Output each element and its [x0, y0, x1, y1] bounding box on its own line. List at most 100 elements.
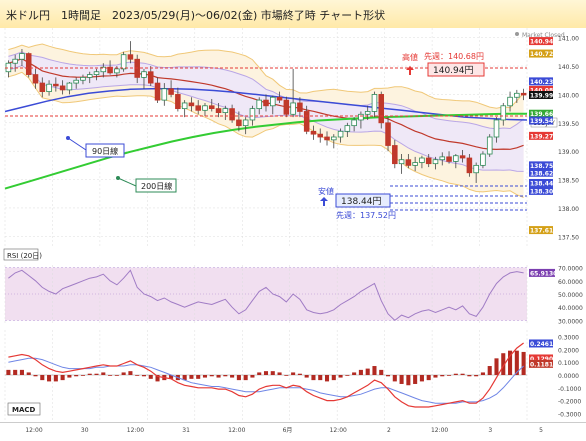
macd-histogram-bar: [236, 375, 241, 381]
macd-histogram-bar: [413, 375, 418, 384]
candle: [175, 94, 181, 110]
macd-tick: -0.3000: [558, 411, 581, 418]
candle: [412, 162, 418, 166]
macd-histogram-bar: [379, 369, 384, 375]
macd-histogram-bar: [40, 375, 45, 381]
candle: [215, 108, 222, 113]
x-axis-label: 12:00: [431, 427, 448, 434]
candle: [188, 102, 195, 107]
macd-histogram-bar: [141, 375, 147, 377]
macd-histogram-bar: [426, 375, 431, 381]
macd-histogram-bar: [67, 375, 72, 378]
price-tag: [529, 226, 553, 235]
candle: [493, 119, 500, 138]
candle: [208, 105, 215, 110]
macd-histogram-bar: [33, 375, 38, 377]
macd-histogram-bar: [440, 375, 445, 377]
low-label: 安値: [318, 186, 334, 196]
candle: [378, 94, 385, 124]
x-axis: 12:00 30 12:00 31 12:00 6月 12:00 2 12:00 3 5: [0, 422, 586, 437]
price-tag-value: 137.61: [530, 228, 553, 235]
candle: [324, 136, 330, 141]
candle: [290, 102, 296, 115]
macd-tick: 0.3000: [558, 335, 579, 342]
candle: [358, 113, 364, 121]
rsi-chart: RSI (20日) 70.0000 60.0000 50.0000 40.0000 30…: [0, 247, 586, 329]
price-tag: [529, 91, 553, 99]
price-tag-value: 139.54: [530, 118, 553, 125]
macd-histogram-bar: [480, 372, 485, 375]
bollinger-upper-2sd: [8, 43, 524, 109]
bollinger-lower-2sd: [8, 71, 524, 198]
macd-histogram-bar: [230, 375, 235, 378]
price-tag-value: 140.94: [530, 39, 553, 46]
macd-histogram-bar: [13, 369, 18, 375]
candle: [73, 79, 79, 84]
price-tick: 137.50: [558, 234, 579, 241]
macd-histogram-bar: [521, 351, 526, 375]
macd-tick: 0.2000: [558, 347, 579, 354]
candle: [351, 119, 357, 127]
candle: [514, 92, 520, 98]
candle: [507, 96, 513, 107]
rsi-tick: 50.0000: [558, 292, 583, 299]
macd-histogram-bar: [419, 375, 424, 382]
price-tag: [529, 168, 553, 177]
price-tag-value: 139.27: [530, 133, 553, 140]
up-arrow-icon: [406, 66, 414, 75]
macd-tick: 0.1000: [558, 360, 579, 367]
prev-week-high: 先週：140.68円: [424, 51, 484, 61]
macd-histogram-bar: [277, 372, 282, 375]
candle: [425, 157, 432, 165]
rsi-tick: 60.0000: [558, 279, 583, 286]
price-tag: [529, 186, 553, 195]
macd-histogram-bar: [365, 368, 370, 375]
x-axis-label: 6月: [283, 427, 293, 434]
macd-histogram-bar: [311, 375, 316, 381]
macd-histogram-bar: [352, 372, 357, 375]
macd-histogram-bar: [223, 375, 228, 377]
candle: [331, 136, 337, 141]
candle: [25, 53, 32, 75]
macd-histogram-bar: [270, 371, 275, 375]
ma200-label-box: [135, 178, 177, 193]
macd-histogram-bar: [494, 358, 499, 375]
candle: [59, 85, 66, 91]
candle: [12, 58, 18, 64]
candle: [202, 105, 208, 111]
candle: [93, 71, 100, 75]
macd-histogram-bar: [26, 372, 31, 375]
candle: [195, 105, 201, 111]
rsi-tick: 40.0000: [558, 305, 583, 312]
candle: [500, 105, 507, 121]
candle: [385, 122, 391, 146]
macd-histogram-bar: [148, 375, 153, 379]
high-value: 140.94円: [433, 65, 474, 76]
rsi-tick: 30.0000: [558, 318, 583, 325]
price-tag-value: 140.72: [530, 51, 553, 58]
macd-histogram-bar: [243, 375, 248, 381]
high-label: 高値: [402, 52, 418, 62]
macd-histogram-bar: [135, 375, 140, 376]
market-status: Market Closed: [522, 32, 565, 39]
candle: [473, 164, 479, 174]
bollinger-upper-1sd: [8, 51, 524, 130]
x-axis-label: 12:00: [25, 427, 42, 434]
macd-histogram-bar: [338, 375, 343, 378]
candle: [141, 71, 147, 78]
macd-histogram-bar: [155, 375, 160, 382]
price-tick: 138.00: [558, 206, 579, 213]
x-axis-label: 12:00: [330, 427, 347, 434]
rsi-value: 65.9130: [530, 270, 557, 277]
candle: [310, 130, 317, 135]
macd-histogram-bar: [47, 375, 52, 382]
candle: [114, 68, 120, 74]
macd-histogram-bar: [460, 373, 465, 375]
candle: [236, 119, 242, 127]
candle: [263, 99, 269, 107]
macd-histogram-bar: [291, 372, 296, 375]
x-axis-label: 12:00: [127, 427, 144, 434]
price-tag: [529, 85, 553, 94]
macd-histogram-bar: [6, 369, 11, 375]
price-tick: 139.50: [558, 121, 579, 128]
